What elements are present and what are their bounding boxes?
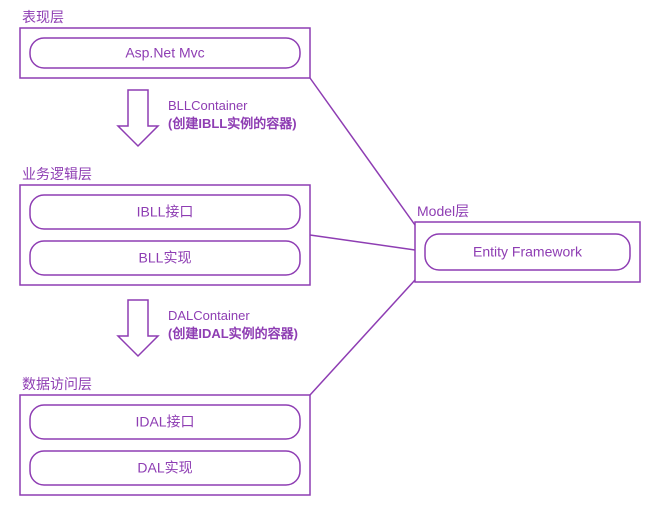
architecture-diagram: BLLContainer (创建IBLL实例的容器) DALContainer (创建… [0,0,658,518]
arrow-bll-to-dal-label: (创建IDAL实例的容器) [168,326,298,341]
layer-title-dal: 数据访问层 [22,376,92,392]
item-label-bll-0: IBLL接口 [137,204,194,220]
layer-title-bll: 业务逻辑层 [22,166,92,182]
item-label-bll-1: BLL实现 [139,250,192,266]
arrow-bll-to-dal-label: DALContainer [168,308,250,323]
arrow-presentation-to-bll-label: (创建IBLL实例的容器) [168,116,297,131]
arrow-bll-to-dal [118,300,158,356]
layer-title-model: Model层 [417,203,469,219]
arrow-presentation-to-bll [118,90,158,146]
item-label-dal-0: IDAL接口 [135,414,194,430]
item-label-model-0: Entity Framework [473,244,583,260]
line-bll-to-model [310,235,415,250]
item-label-presentation-0: Asp.Net Mvc [125,45,204,61]
line-dal-to-model [310,280,415,395]
layer-title-presentation: 表现层 [22,9,64,25]
arrow-presentation-to-bll-label: BLLContainer [168,98,248,113]
line-presentation-to-model [310,78,415,225]
item-label-dal-1: DAL实现 [137,460,192,476]
